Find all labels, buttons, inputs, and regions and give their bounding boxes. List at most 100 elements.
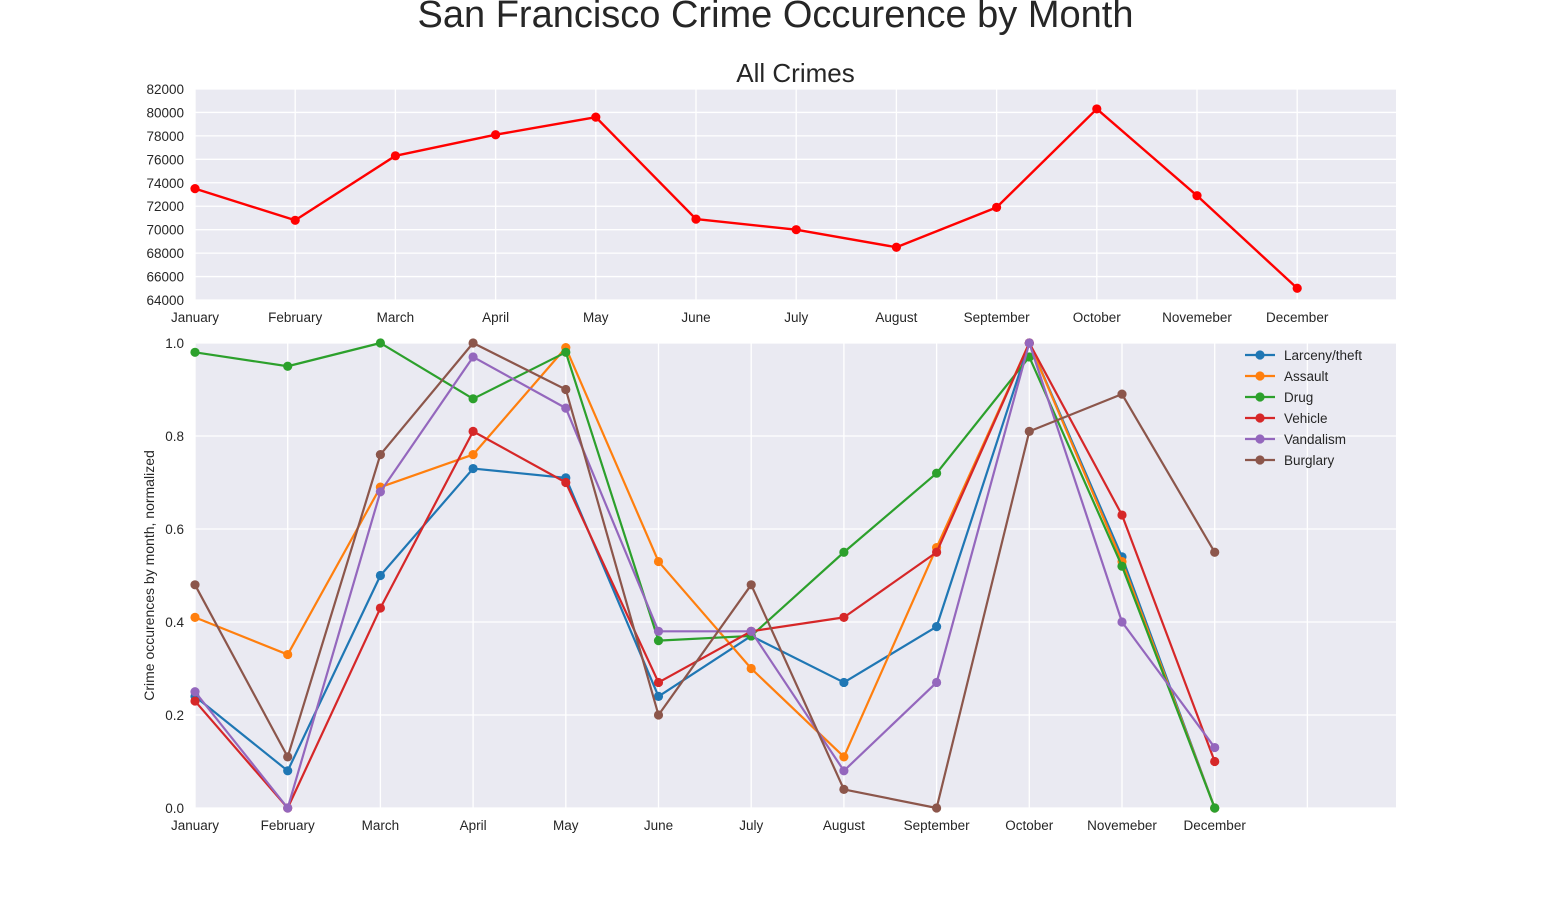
panel1-series-1-point-august xyxy=(891,242,902,252)
panel2-vandalism-point-august xyxy=(839,766,849,776)
panel2-burglary-line xyxy=(194,341,1216,810)
panel2-assault-point-june xyxy=(653,556,664,567)
panel2-assault-point-july xyxy=(746,663,756,674)
panel2-vandalism-point-novemeber xyxy=(1117,617,1127,627)
panel2-series-vehicle xyxy=(190,338,1220,813)
panel2-y-tick-label: 0.4 xyxy=(165,615,184,630)
panel2-larceny-theft-point-february xyxy=(283,766,293,776)
panel2-x-tick-label-february: February xyxy=(261,818,315,833)
panel2-vandalism-point-april xyxy=(468,352,478,362)
panel2-vandalism-point-december xyxy=(1210,742,1220,753)
panel1-y-tick-label: 76000 xyxy=(146,152,184,167)
panel1-y-tick-label: 80000 xyxy=(146,105,184,120)
panel2-assault-point-january xyxy=(190,612,200,622)
panel1-x-tick-label-february: February xyxy=(268,310,322,325)
panel2-y-tick-label: 1.0 xyxy=(165,336,184,351)
panel1-y-tick-label: 70000 xyxy=(146,223,184,238)
panel2-x-tick-label-may: May xyxy=(553,818,579,833)
legend-label-larceny-theft: Larceny/theft xyxy=(1284,348,1362,363)
legend-label-vehicle: Vehicle xyxy=(1284,411,1328,426)
panel2-vehicle-point-august xyxy=(839,612,849,622)
panel2-drug-point-may xyxy=(561,347,571,357)
panel2-drug-point-august xyxy=(839,547,849,557)
panel2-burglary-point-novemeber xyxy=(1117,389,1127,399)
panel2-vehicle-point-june xyxy=(653,677,664,688)
panel2-assault-line xyxy=(194,341,1216,809)
panel1-series-1-point-may xyxy=(591,112,601,122)
panel2-burglary-point-march xyxy=(375,450,385,460)
legend-marker-burglary xyxy=(1255,455,1265,465)
panel2-y-tick-label: 0.2 xyxy=(165,708,184,723)
legend-marker-vandalism xyxy=(1255,434,1265,444)
panel1-x-tick-label-novemeber: Novemeber xyxy=(1162,310,1232,325)
panel2-vandalism-point-march xyxy=(375,487,385,497)
panel2-vehicle-point-april xyxy=(468,426,478,436)
panel1-y-tick-label: 64000 xyxy=(146,293,184,308)
panel2-y-tick-label: 0.6 xyxy=(165,522,184,537)
panel1-x-tick-label-march: March xyxy=(377,310,415,325)
panel2-x-tick-label-march: March xyxy=(362,818,400,833)
panel1-series-1-point-september xyxy=(992,202,1002,212)
panel2-larceny-theft-point-june xyxy=(653,691,664,702)
legend-label-vandalism: Vandalism xyxy=(1284,432,1346,447)
panel2-series-burglary xyxy=(190,338,1220,813)
legend-marker-drug xyxy=(1255,392,1265,402)
panel1-plot-area xyxy=(195,89,1396,300)
panel1-y-tick-label: 74000 xyxy=(146,176,184,191)
panel1-series-1-point-june xyxy=(691,214,701,224)
all-crimes-panel: 64000 66000 68000 70000 72000 74000 76000 78000… xyxy=(146,58,1396,325)
panel1-series-1-point-december xyxy=(1292,283,1302,293)
legend-marker-assault xyxy=(1255,371,1265,381)
panel1-series-1-point-january xyxy=(190,184,200,194)
panel2-drug-point-june xyxy=(653,636,664,646)
panel2-assault-point-august xyxy=(839,752,849,762)
panel2-vandalism-point-june xyxy=(653,626,664,636)
panel1-y-tick-label: 72000 xyxy=(146,199,184,214)
legend-label-drug: Drug xyxy=(1284,390,1313,405)
panel1-x-tick-label-september: September xyxy=(964,310,1031,325)
panel1-series-series-1 xyxy=(190,104,1302,293)
panel2-drug-point-december xyxy=(1210,803,1220,813)
panel2-vehicle-point-september xyxy=(932,547,942,557)
panel1-x-tick-label-august: August xyxy=(875,310,917,325)
panel1-series-1-point-october xyxy=(1092,104,1102,114)
panel2-drug-point-september xyxy=(932,468,942,478)
panel2-drug-point-march xyxy=(375,338,385,348)
normalized-crimes-panel: 0.0 0.2 0.4 0.6 0.8 1.0 January February March Ap… xyxy=(141,336,1396,833)
panel1-x-tick-label-december: December xyxy=(1266,310,1329,325)
panel1-x-tick-label-april: April xyxy=(482,310,509,325)
panel1-y-tick-label: 78000 xyxy=(146,129,184,144)
panel2-vehicle-point-december xyxy=(1210,756,1220,767)
legend-marker-vehicle xyxy=(1255,413,1265,423)
panel2-plot-area xyxy=(195,343,1396,808)
panel2-vandalism-point-may xyxy=(561,403,571,413)
panel2-burglary-point-january xyxy=(190,580,200,590)
panel2-vehicle-point-january xyxy=(190,696,200,706)
panel1-y-tick-label: 82000 xyxy=(146,82,184,97)
panel2-burglary-point-december xyxy=(1210,547,1220,557)
panel1-series-1-point-april xyxy=(491,130,501,140)
panel2-x-tick-label-april: April xyxy=(460,818,487,833)
legend-label-assault: Assault xyxy=(1284,369,1329,384)
panel2-burglary-point-june xyxy=(653,710,664,720)
panel2-vandalism-point-july xyxy=(746,626,756,636)
panel2-larceny-theft-point-september xyxy=(932,622,942,632)
panel1-x-tick-label-may: May xyxy=(583,310,609,325)
panel1-series-1-line xyxy=(194,107,1299,290)
panel2-x-tick-label-october: October xyxy=(1005,818,1054,833)
panel2-vehicle-point-novemeber xyxy=(1117,510,1127,520)
panel2-burglary-point-august xyxy=(839,784,849,795)
panel2-burglary-point-october xyxy=(1024,426,1034,436)
panel2-legend: Larceny/theft Assault Drug Vehicle Vandalism… xyxy=(1245,348,1362,468)
panel2-vandalism-point-january xyxy=(190,687,200,697)
panel2-x-tick-label-june: June xyxy=(644,818,673,833)
panel2-x-tick-label-january: January xyxy=(171,818,219,833)
panel2-drug-point-april xyxy=(468,394,478,404)
panel2-y-tick-label: 0.0 xyxy=(165,801,184,816)
panel2-drug-point-february xyxy=(283,361,293,371)
panel1-x-tick-label-july: July xyxy=(784,310,808,325)
panel2-series-vandalism xyxy=(190,338,1220,813)
panel2-vandalism-point-october xyxy=(1024,338,1034,348)
panel2-x-tick-label-july: July xyxy=(739,818,763,833)
